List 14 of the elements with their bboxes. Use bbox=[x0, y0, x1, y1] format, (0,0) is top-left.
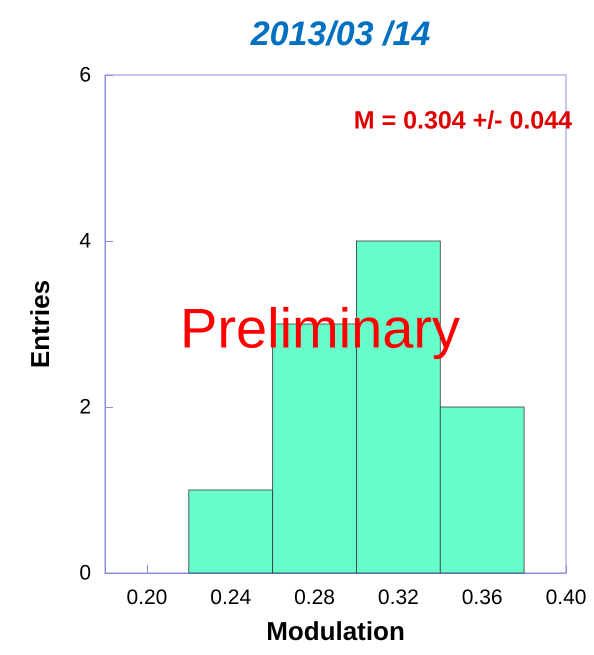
x-tick-label: 0.20 bbox=[126, 586, 168, 609]
x-tick-label: 0.28 bbox=[294, 586, 335, 609]
y-axis-title: Entries bbox=[25, 280, 55, 368]
x-tick-label: 0.36 bbox=[462, 586, 503, 609]
annotation: M = 0.304 +/- 0.044 bbox=[354, 106, 572, 134]
x-tick-label: 0.32 bbox=[378, 586, 419, 609]
y-tick-label: 0 bbox=[79, 562, 91, 584]
chart-title: 2013/03 /14 bbox=[250, 15, 430, 53]
y-tick-label: 4 bbox=[79, 230, 92, 252]
x-tick-label: 0.24 bbox=[210, 586, 252, 609]
y-tick-label: 2 bbox=[79, 396, 91, 418]
y-tick-label: 6 bbox=[79, 64, 91, 86]
x-tick-label: 0.40 bbox=[546, 586, 586, 609]
x-axis-title: Modulation bbox=[266, 616, 405, 646]
